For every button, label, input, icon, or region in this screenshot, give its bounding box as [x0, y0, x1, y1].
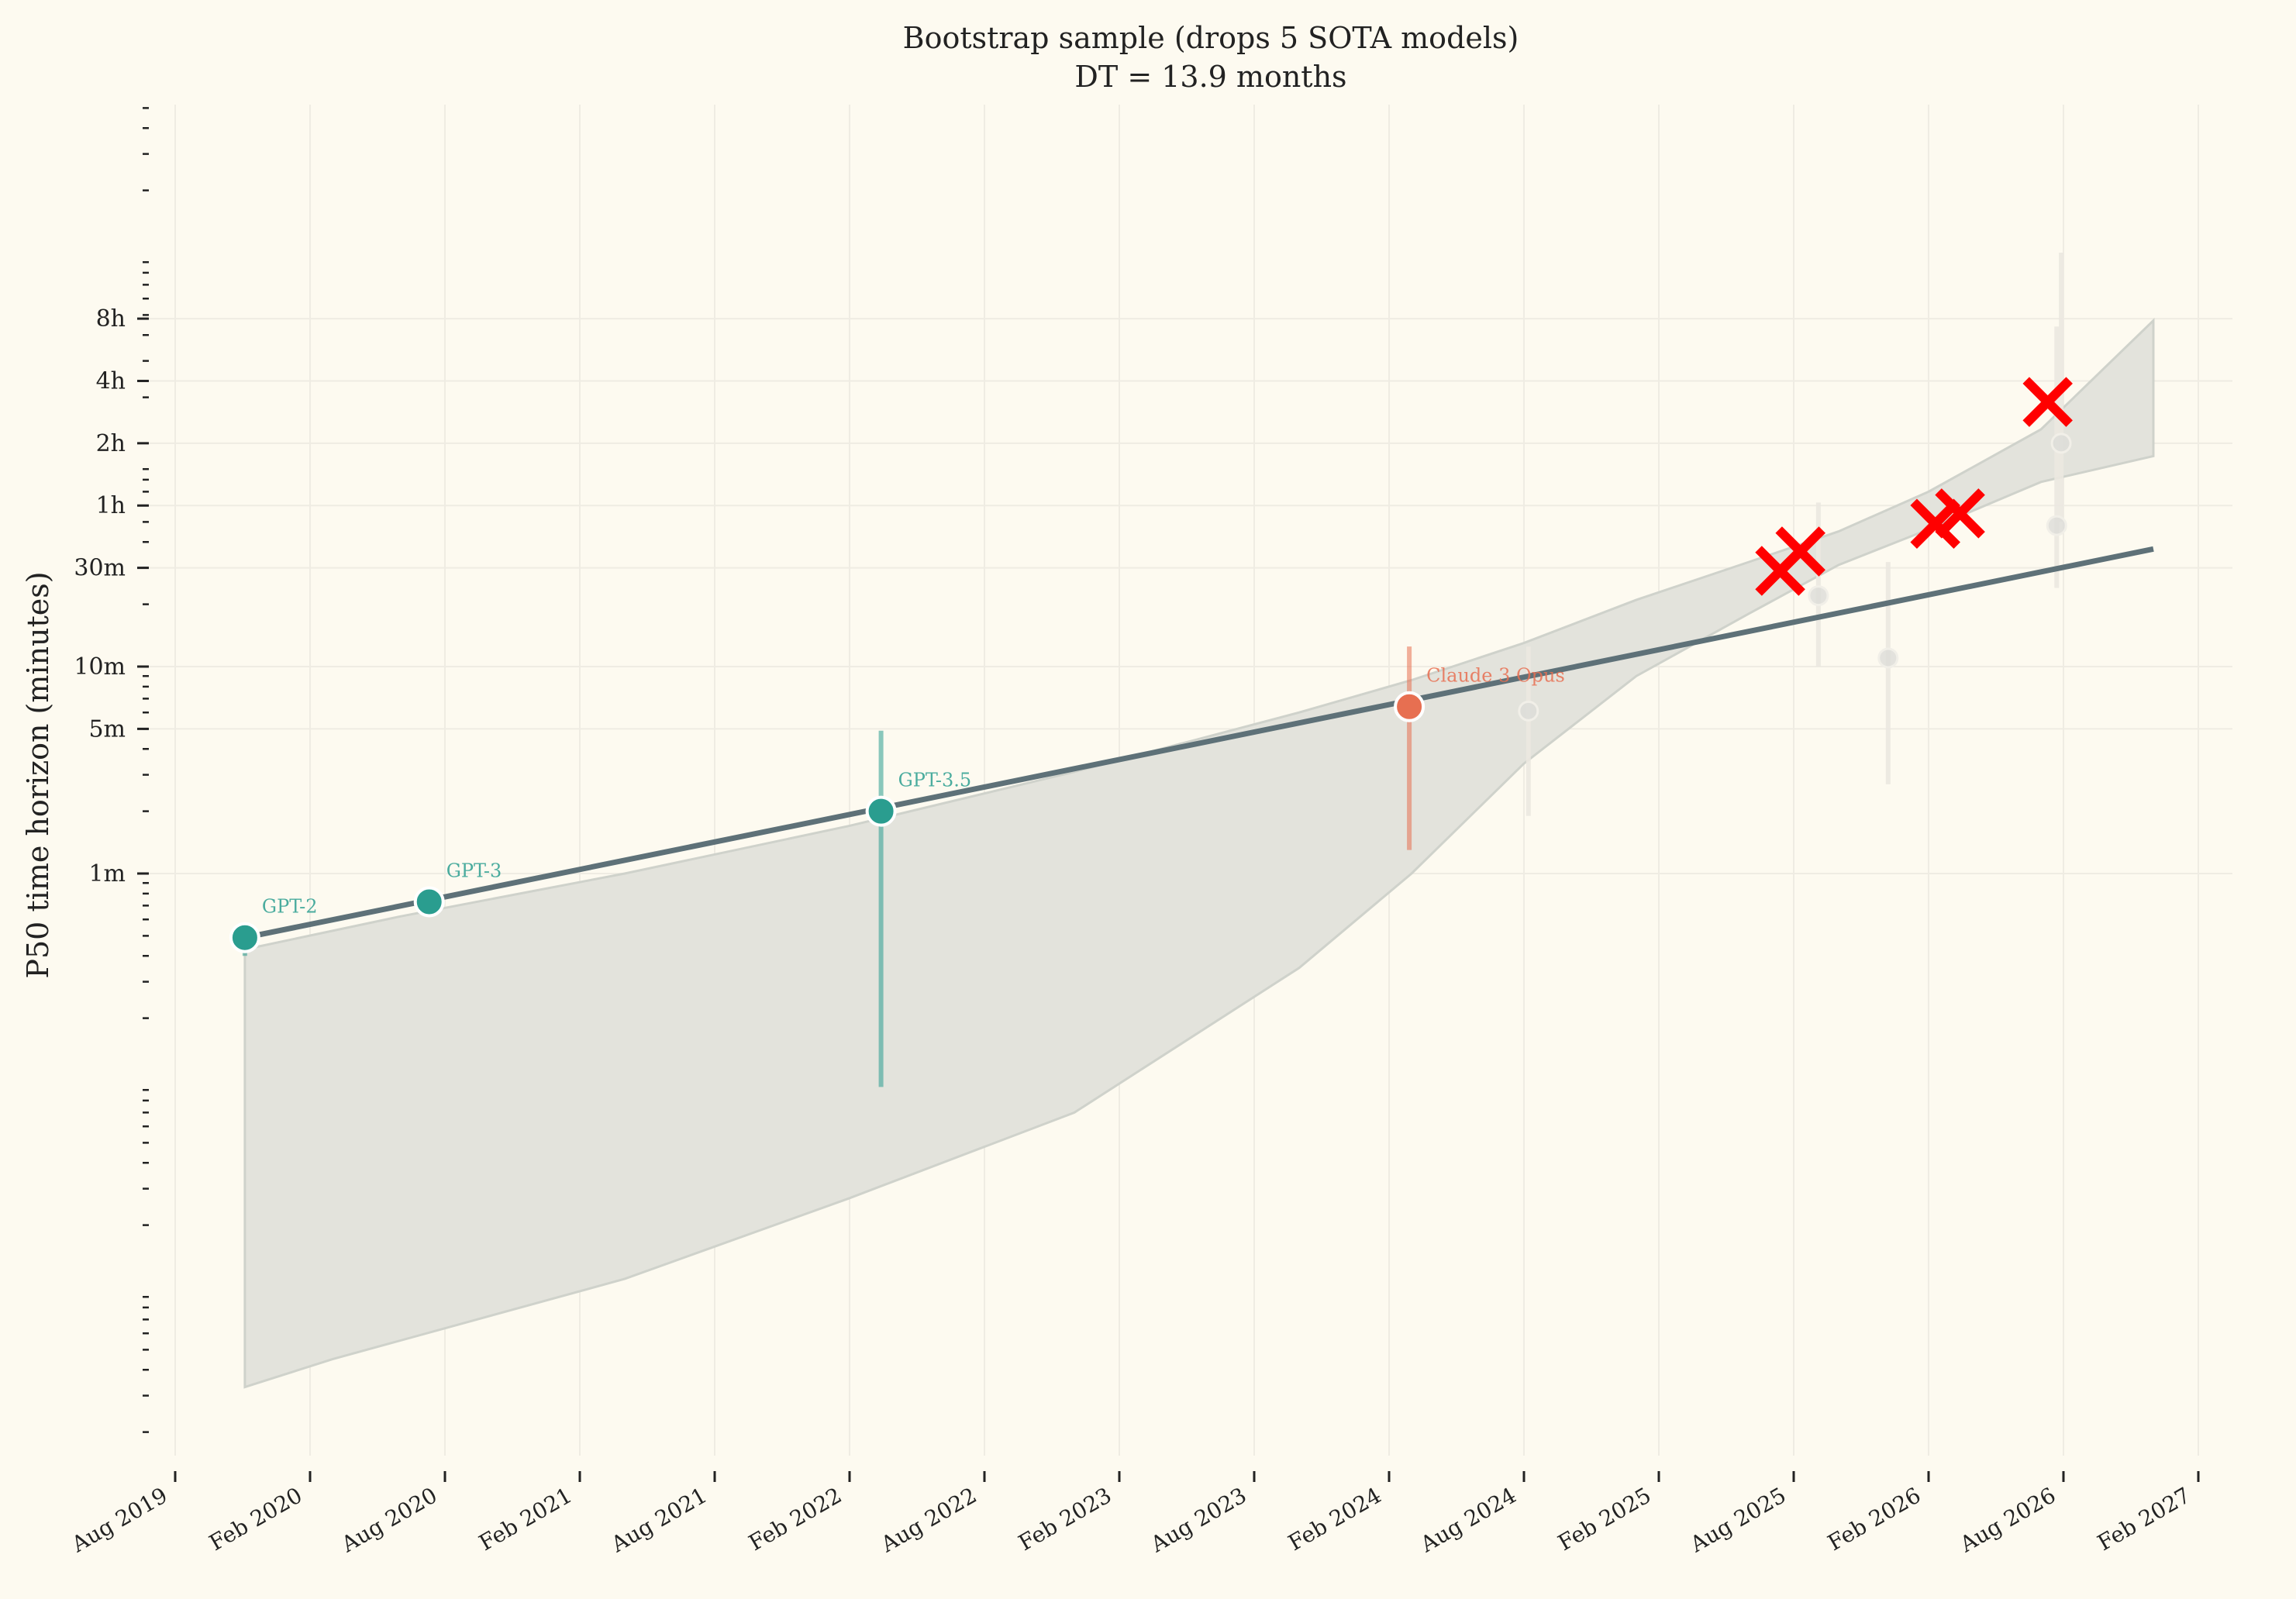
y-tick-label: 30m: [74, 555, 126, 582]
data-point: [229, 922, 260, 953]
x-tick-label: Feb 2020: [205, 1482, 306, 1556]
x-tick-label: Aug 2020: [336, 1482, 441, 1557]
x-tick-label: Feb 2027: [2093, 1482, 2194, 1556]
chart-title: Bootstrap sample (drops 5 SOTA models): [903, 21, 1519, 55]
data-point: [413, 886, 445, 918]
y-tick-label: 5m: [88, 715, 126, 743]
x-tick-label: Aug 2024: [1415, 1482, 1520, 1557]
point-label: GPT-2: [262, 896, 318, 918]
faded-data-point: [1808, 585, 1829, 607]
y-tick-label: 8h: [96, 305, 126, 333]
dropped-model-x-marker: [1935, 488, 1985, 539]
point-label: Claude 3 Opus: [1426, 665, 1565, 687]
y-axis-label: P50 time horizon (minutes): [21, 571, 55, 978]
x-tick-label: Aug 2021: [606, 1482, 711, 1557]
confidence-band: [243, 318, 2155, 1389]
data-point: [865, 795, 897, 827]
x-tick-label: Aug 2023: [1146, 1482, 1250, 1557]
y-tick-label: 1h: [96, 492, 126, 519]
dropped-model-x-marker: [2022, 377, 2073, 427]
x-tick-label: Feb 2024: [1284, 1482, 1385, 1556]
x-tick-label: Feb 2021: [474, 1482, 576, 1556]
y-axis: 1m 5m 10m 30m 1h 2h 4h 8h: [74, 107, 149, 1433]
faded-data-point: [2050, 432, 2072, 454]
data-point: [1394, 691, 1426, 722]
dropped-model-markers: [1755, 377, 2073, 596]
x-tick-label: Feb 2025: [1553, 1482, 1655, 1556]
faded-data-point: [2046, 515, 2067, 536]
trend-line: [244, 546, 2154, 941]
x-tick-label: Aug 2019: [67, 1482, 171, 1557]
x-tick-label: Aug 2026: [1955, 1482, 2060, 1557]
grid-lines: [146, 105, 2232, 1456]
y-tick-label: 10m: [74, 653, 126, 681]
x-tick-label: Feb 2022: [744, 1482, 846, 1556]
point-labels: GPT-2 GPT-3 GPT-3.5 Claude 3 Opus: [262, 665, 1565, 918]
point-label: GPT-3: [446, 860, 502, 881]
x-tick-label: Aug 2022: [876, 1482, 981, 1557]
chart-subtitle: DT = 13.9 months: [1074, 60, 1346, 94]
x-tick-label: Feb 2023: [1014, 1482, 1115, 1556]
dropped-model-x-marker: [1775, 526, 1825, 577]
y-tick-label: 2h: [96, 430, 126, 457]
data-points: [229, 432, 2072, 953]
y-tick-label: 1m: [88, 860, 126, 887]
point-label: GPT-3.5: [898, 770, 972, 791]
x-tick-label: Aug 2025: [1685, 1482, 1790, 1557]
x-axis: Aug 2019 Feb 2020 Aug 2020 Feb 2021 Aug 2021…: [67, 1471, 2200, 1558]
x-tick-label: Feb 2026: [1823, 1482, 1925, 1556]
y-tick-label: 4h: [96, 367, 126, 395]
faded-data-point: [1877, 647, 1899, 669]
faded-data-point: [1518, 700, 1539, 722]
